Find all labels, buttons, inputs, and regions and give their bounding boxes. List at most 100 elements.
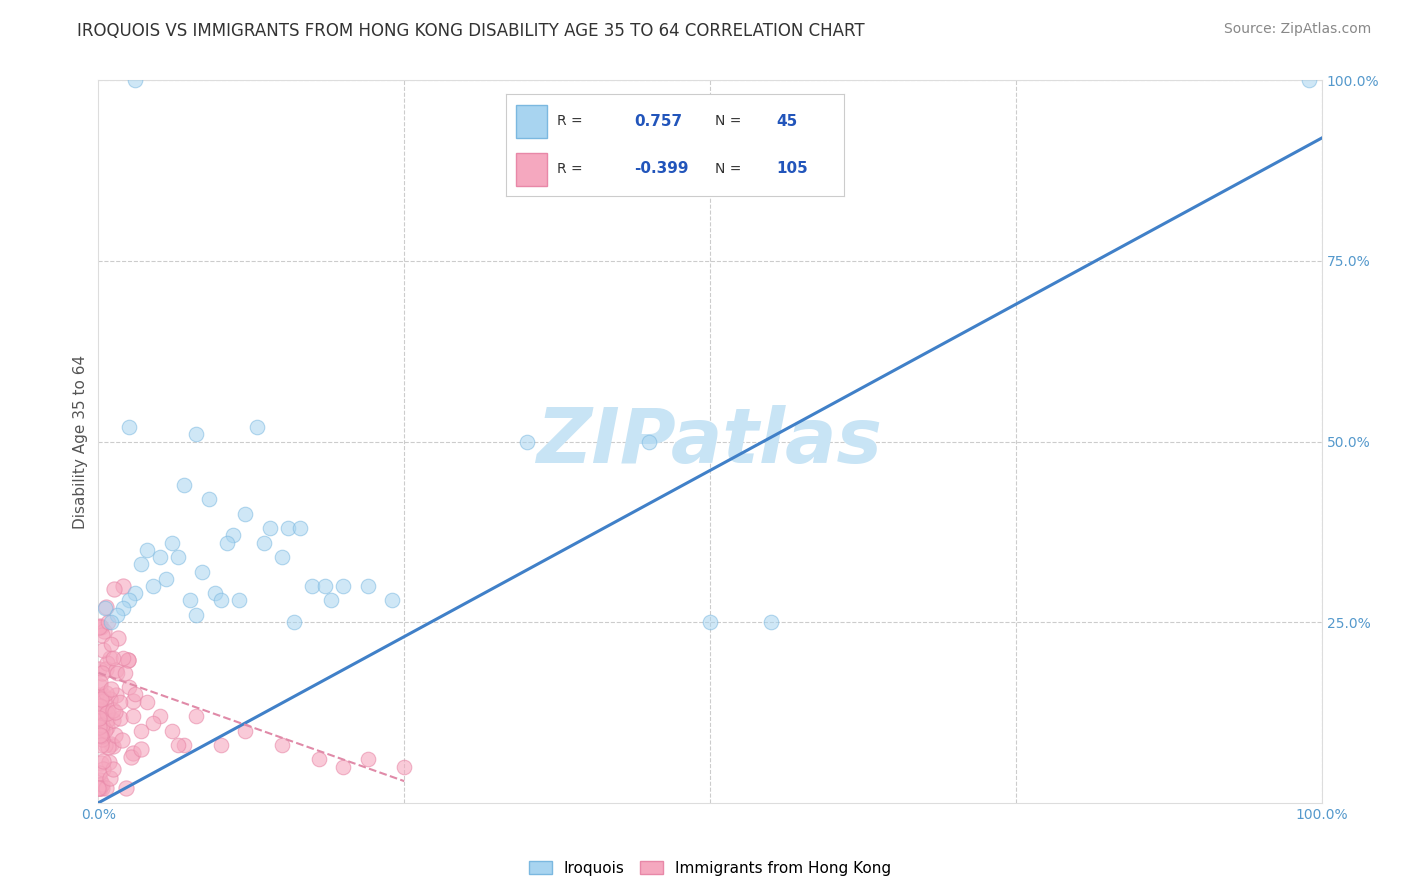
Point <box>96 706 118 720</box>
Point <box>94 738 117 752</box>
Point <box>101 762 124 776</box>
Point <box>91 755 114 769</box>
Point <box>91 777 114 791</box>
Point <box>87 781 110 796</box>
Point <box>89 772 111 787</box>
Point <box>270 550 294 565</box>
Point <box>121 747 143 761</box>
Point <box>89 781 111 796</box>
Point <box>94 686 117 700</box>
Point <box>637 434 661 449</box>
Point <box>89 711 111 725</box>
Point <box>167 738 190 752</box>
Point <box>222 528 245 542</box>
Point <box>87 690 110 704</box>
Point <box>246 420 269 434</box>
Text: ZIPatlas: ZIPatlas <box>537 405 883 478</box>
Point <box>91 731 114 746</box>
FancyBboxPatch shape <box>516 153 547 186</box>
Point <box>381 593 404 607</box>
Point <box>96 600 118 615</box>
Point <box>129 741 152 756</box>
Point <box>90 691 112 706</box>
Point <box>118 593 141 607</box>
Point <box>97 704 120 718</box>
Point <box>91 718 114 732</box>
Point <box>259 521 281 535</box>
Point <box>136 542 159 557</box>
Text: Source: ZipAtlas.com: Source: ZipAtlas.com <box>1223 22 1371 37</box>
Point <box>308 752 330 766</box>
Point <box>699 615 721 630</box>
Point <box>761 615 783 630</box>
Point <box>100 771 122 785</box>
Point <box>209 738 232 752</box>
Point <box>160 535 183 549</box>
Point <box>98 692 121 706</box>
Point <box>96 720 118 734</box>
Point <box>96 713 118 727</box>
Point <box>107 631 129 645</box>
Point <box>233 723 256 738</box>
Point <box>124 586 146 600</box>
Point <box>91 781 114 796</box>
Point <box>149 550 172 565</box>
Point <box>90 620 112 634</box>
Point <box>283 615 305 630</box>
Point <box>186 427 208 442</box>
Point <box>314 579 336 593</box>
Point <box>87 662 110 676</box>
Point <box>111 733 134 747</box>
Point <box>100 737 122 751</box>
Point <box>215 535 238 549</box>
Point <box>89 720 111 734</box>
Point <box>173 738 195 752</box>
Point <box>117 653 139 667</box>
Point <box>155 572 177 586</box>
Point <box>173 478 195 492</box>
Text: N =: N = <box>716 161 742 176</box>
Point <box>94 662 117 676</box>
Point <box>93 624 115 638</box>
Legend: Iroquois, Immigrants from Hong Kong: Iroquois, Immigrants from Hong Kong <box>523 855 897 882</box>
Point <box>209 593 232 607</box>
Point <box>87 704 110 718</box>
Point <box>89 680 111 694</box>
Point <box>90 756 112 770</box>
Point <box>91 690 114 704</box>
Point <box>101 703 124 717</box>
Point <box>149 709 172 723</box>
Point <box>103 582 125 597</box>
Point <box>89 618 111 632</box>
Point <box>142 716 165 731</box>
Point <box>204 586 226 600</box>
Point <box>129 558 152 572</box>
Point <box>120 749 142 764</box>
Point <box>136 695 159 709</box>
Point <box>110 695 132 709</box>
Point <box>118 680 141 694</box>
Point <box>98 756 121 770</box>
Text: IROQUOIS VS IMMIGRANTS FROM HONG KONG DISABILITY AGE 35 TO 64 CORRELATION CHART: IROQUOIS VS IMMIGRANTS FROM HONG KONG DI… <box>77 22 865 40</box>
Point <box>90 738 112 752</box>
Point <box>124 73 146 87</box>
Point <box>142 579 165 593</box>
Point <box>104 728 127 742</box>
Point <box>89 728 111 742</box>
Point <box>90 722 112 736</box>
Point <box>105 665 128 680</box>
Point <box>179 593 201 607</box>
Point <box>97 739 120 754</box>
Point <box>89 698 111 713</box>
Point <box>319 593 342 607</box>
Point <box>87 688 110 702</box>
Point <box>117 653 139 667</box>
Point <box>186 607 208 622</box>
Point <box>93 694 115 708</box>
Point <box>91 643 114 657</box>
Point <box>112 579 135 593</box>
Point <box>233 507 256 521</box>
Point <box>91 689 114 703</box>
Point <box>90 628 112 642</box>
Point <box>332 579 354 593</box>
